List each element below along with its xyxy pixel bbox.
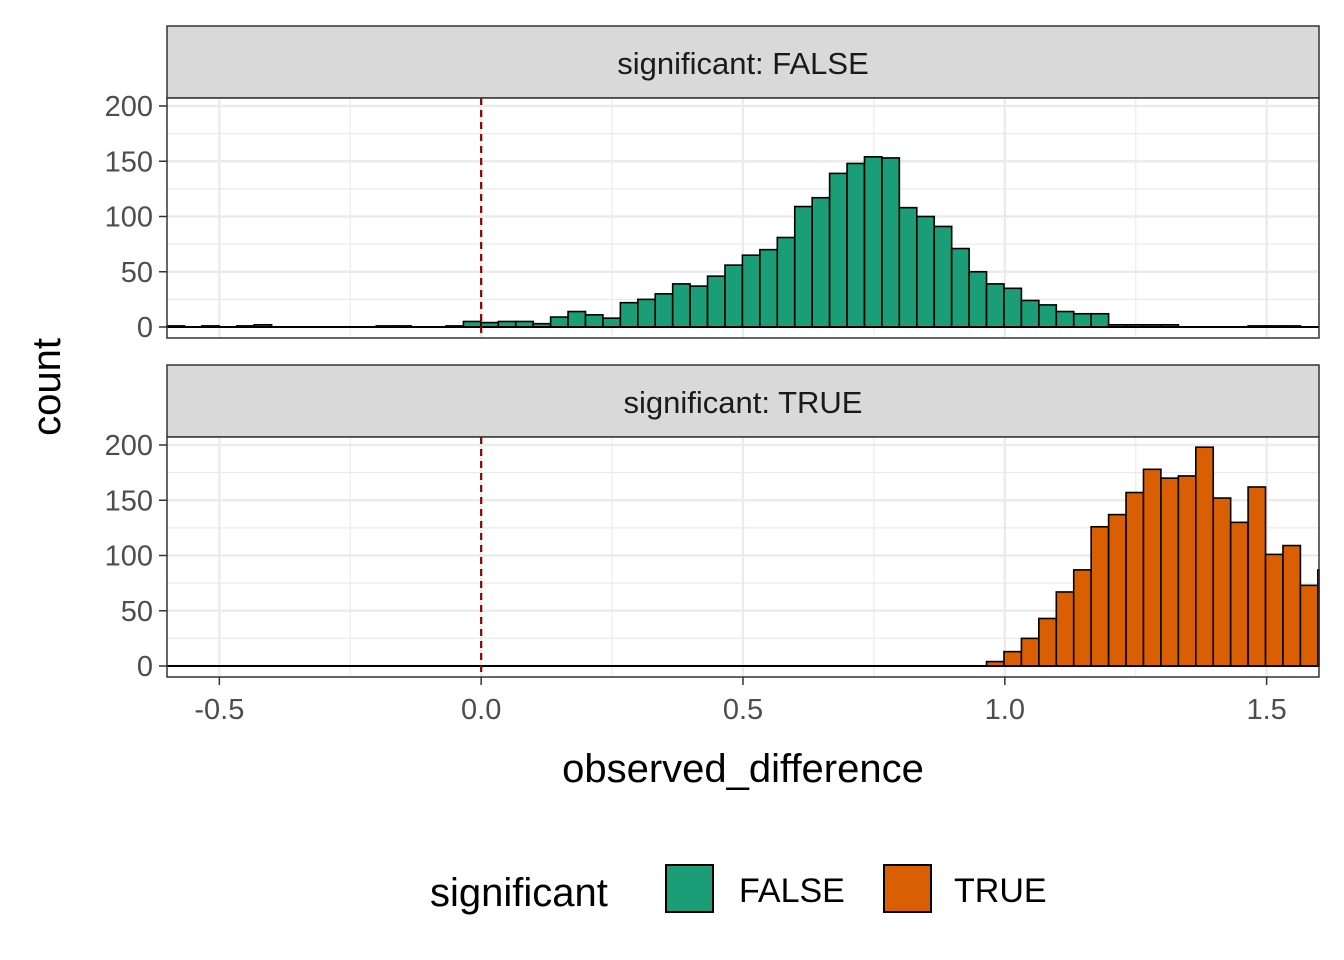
legend-label-true: TRUE [954, 872, 1047, 910]
y-tick-label: 50 [121, 257, 153, 289]
bars-false [166, 156, 1302, 328]
histogram-bar [706, 275, 726, 328]
histogram-bar [1194, 446, 1215, 667]
histogram-bar [881, 157, 901, 328]
y-tick-label: 100 [105, 541, 153, 573]
strip-background-false [166, 25, 1320, 99]
x-axis: -0.5 0.0 0.5 1.0 1.5 [194, 677, 1287, 726]
histogram-bar [759, 248, 779, 328]
y-axis-true: 0 50 100 150 200 [105, 430, 167, 683]
histogram-bar [1072, 312, 1092, 328]
strip-background-true [166, 364, 1320, 438]
histogram-bar [968, 270, 988, 328]
y-tick-label: 150 [105, 485, 153, 517]
histogram-bar [933, 225, 953, 328]
histogram-bar [741, 254, 761, 328]
histogram-bar [776, 236, 796, 328]
histogram-bar [1142, 468, 1162, 667]
histogram-bar [1038, 617, 1058, 667]
histogram-bar [915, 215, 936, 328]
histogram-bar [602, 317, 622, 328]
histogram-bar [1055, 310, 1075, 328]
x-axis-title: observed_difference [562, 747, 924, 791]
histogram-bar [1090, 525, 1110, 667]
x-tick-label: 1.0 [985, 694, 1025, 726]
legend-label-false: FALSE [739, 872, 845, 910]
histogram-bar [1020, 637, 1040, 667]
histogram-bar [1107, 513, 1127, 667]
histogram-bar [1090, 312, 1110, 328]
y-tick-label: 200 [105, 430, 153, 462]
histogram-bar [671, 283, 691, 328]
histogram-bar [1299, 584, 1319, 667]
histogram-bar [1038, 304, 1058, 328]
bars-true [985, 446, 1320, 667]
histogram-bar [1177, 475, 1197, 667]
panel-border-false [166, 97, 1320, 339]
histogram-bar [1282, 544, 1302, 667]
histogram-bar [1264, 553, 1284, 667]
facet-panel-true: significant: TRUE 0 50 100 150 200 [105, 364, 1320, 683]
x-tick-label: -0.5 [194, 694, 244, 726]
y-tick-label: 50 [121, 596, 153, 628]
strip-label-false: significant: FALSE [617, 46, 869, 81]
histogram-bar [1072, 569, 1092, 667]
y-tick-label: 100 [105, 202, 153, 234]
y-tick-label: 0 [137, 651, 153, 683]
histogram-bar [985, 283, 1005, 328]
y-tick-label: 0 [137, 312, 153, 344]
histogram-bar [567, 310, 587, 328]
histogram-bar [689, 285, 709, 328]
histogram-bar [619, 301, 639, 328]
histogram-bar [846, 162, 866, 328]
x-tick-label: 1.5 [1246, 694, 1286, 726]
histogram-bar [863, 156, 883, 328]
y-axis-false: 0 50 100 150 200 [105, 91, 167, 344]
histogram-bar [1125, 491, 1145, 667]
histogram-bar [584, 314, 604, 328]
histogram-bar [1055, 591, 1075, 667]
x-tick-label: 0.0 [461, 694, 501, 726]
histogram-bar [549, 316, 569, 328]
histogram-bar [724, 264, 744, 328]
histogram-bar [793, 205, 813, 328]
histogram-bar [898, 206, 918, 328]
y-tick-label: 150 [105, 146, 153, 178]
histogram-bar [828, 172, 848, 328]
histogram-bar [1247, 486, 1267, 667]
strip-label-true: significant: TRUE [624, 385, 863, 420]
histogram-bar [637, 298, 657, 328]
histogram-bar [1003, 287, 1023, 328]
histogram-bar [1229, 521, 1249, 667]
y-axis-title: count [25, 338, 69, 436]
legend-title: significant [430, 871, 608, 915]
x-tick-label: 0.5 [723, 694, 763, 726]
histogram-bar [654, 293, 674, 328]
histogram-bar [811, 196, 831, 328]
histogram-bar [1160, 477, 1180, 667]
histogram-bar [1212, 497, 1232, 667]
histogram-bar [950, 247, 970, 328]
legend-swatch-false [665, 864, 714, 913]
y-tick-label: 200 [105, 91, 153, 123]
histogram-bar [1003, 650, 1023, 667]
facet-panel-false: significant: FALSE 0 50 100 150 200 [105, 25, 1320, 344]
histogram-bar [1020, 299, 1040, 328]
legend: significant FALSE TRUE [430, 864, 1047, 915]
legend-swatch-true [883, 864, 932, 913]
